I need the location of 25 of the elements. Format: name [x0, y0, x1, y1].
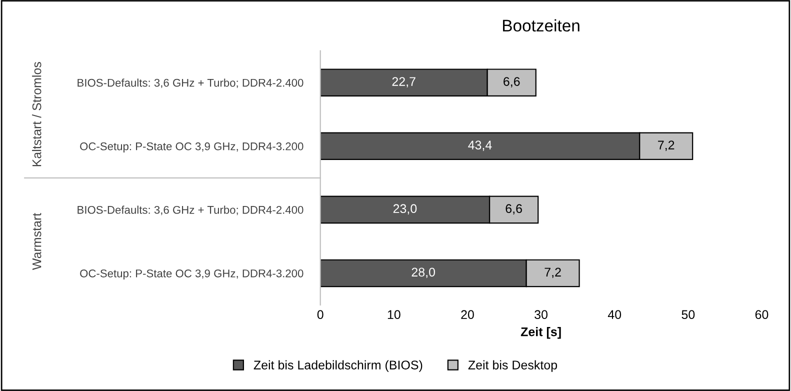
text: Kaltstart / Stromlos	[32, 62, 42, 166]
data-label: 43,4	[468, 140, 492, 151]
x-tick-label: 60	[755, 310, 768, 320]
data-label: 6,6	[506, 204, 522, 215]
y-tick-label: BIOS-Defaults: 3,6 GHz + Turbo; DDR4-2.400	[78, 206, 304, 216]
text: Warmstart	[32, 212, 42, 270]
x-tick-label: 40	[608, 310, 622, 320]
legend-label: Zeit bis Ladebildschirm (BIOS)	[254, 360, 422, 372]
y-tick-label: OC-Setup: P-State OC 3,9 GHz, DDR4-3.200	[80, 142, 304, 152]
data-label: 6,6	[504, 77, 520, 88]
y-tick-label: BIOS-Defaults: 3,6 GHz + Turbo; DDR4-2.400	[78, 78, 304, 88]
x-tick-label: 30	[534, 310, 548, 320]
legend-label: Zeit bis Desktop	[468, 360, 558, 372]
data-label: 7,2	[544, 268, 561, 278]
x-tick-label: 50	[682, 310, 695, 320]
y-tick-label: OC-Setup: P-State OC 3,9 GHz, DDR4-3.200	[80, 269, 304, 280]
data-label: 23,0	[393, 204, 417, 215]
x-tick-label: 20	[461, 310, 474, 320]
data-label: 28,0	[412, 268, 436, 278]
data-label: 22,7	[392, 77, 416, 88]
x-tick-label: 10	[388, 310, 400, 320]
chart-title: Bootzeiten	[503, 19, 580, 32]
data-label: 7,2	[658, 140, 674, 151]
x-tick-label: 0	[317, 310, 324, 320]
x-axis-title: Zeit [s]	[520, 327, 561, 339]
